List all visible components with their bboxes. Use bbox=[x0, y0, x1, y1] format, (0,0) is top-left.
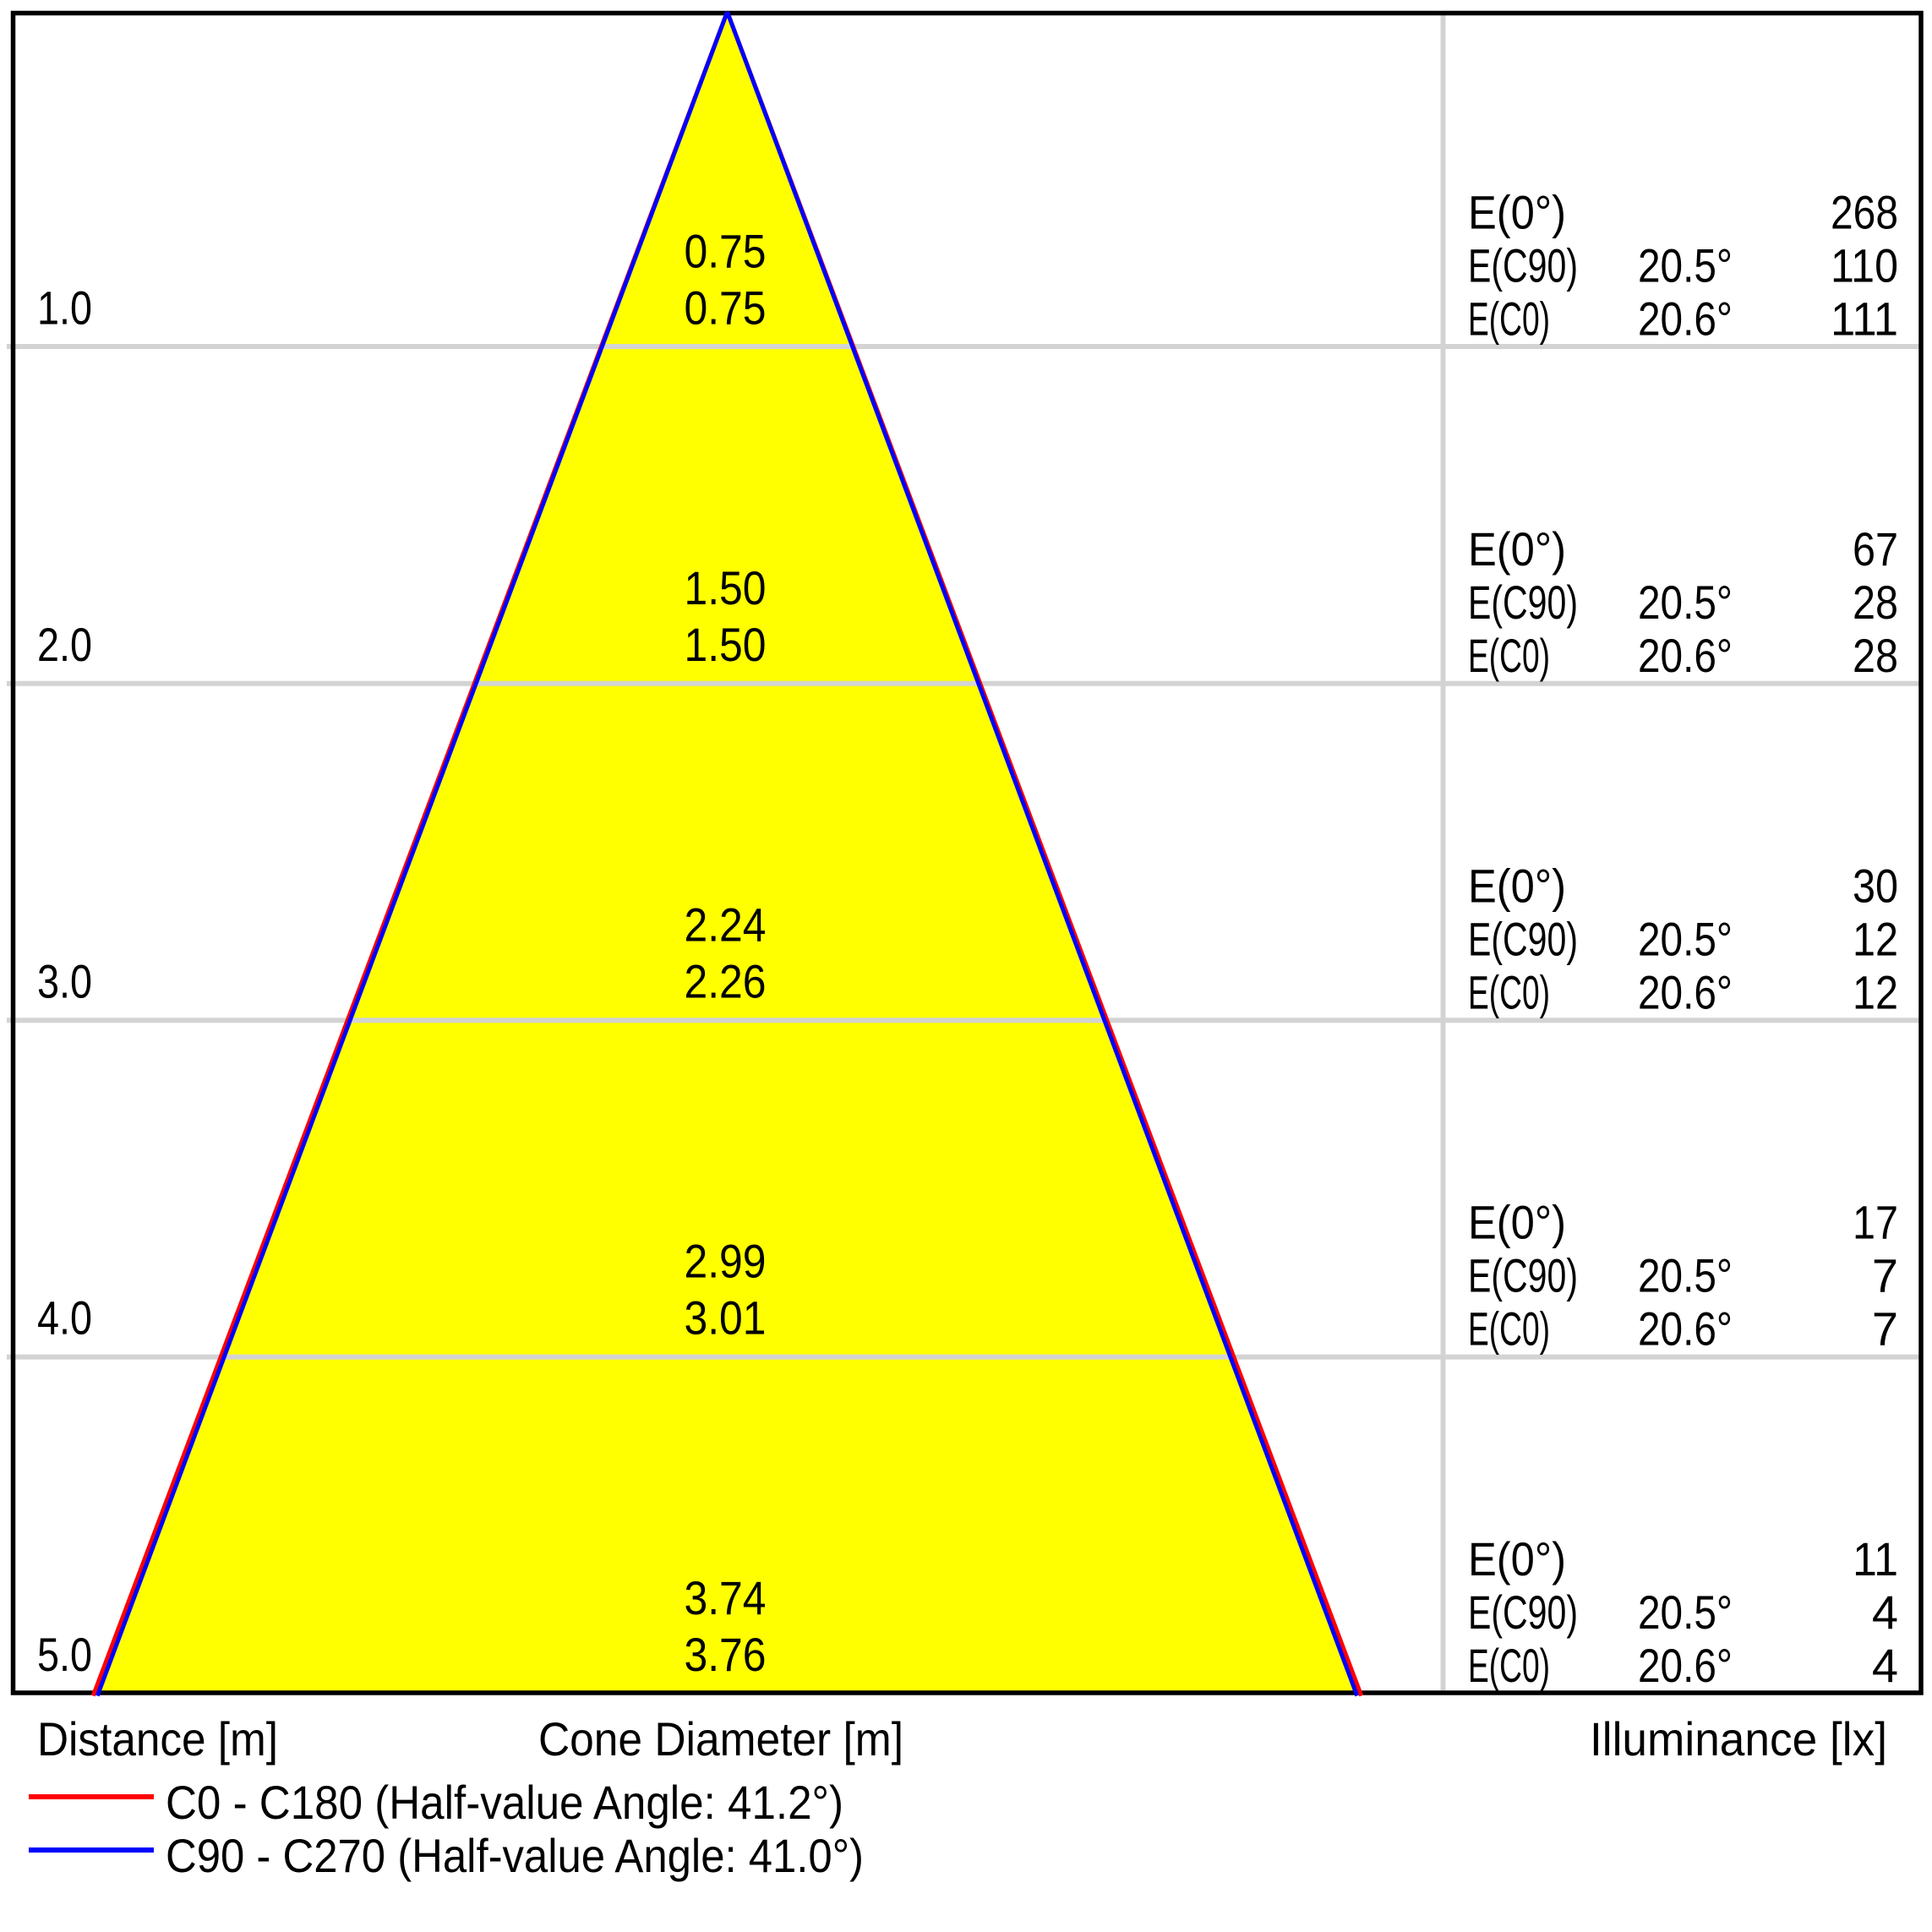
svg-text:E(0°): E(0°) bbox=[1468, 1196, 1566, 1249]
svg-text:20.6°: 20.6° bbox=[1638, 292, 1733, 346]
svg-text:E(0°): E(0°) bbox=[1468, 1532, 1566, 1585]
svg-text:110: 110 bbox=[1831, 239, 1898, 292]
svg-text:E(C90): E(C90) bbox=[1468, 1249, 1578, 1302]
svg-text:2.99: 2.99 bbox=[685, 1235, 767, 1288]
svg-text:Illuminance [lx]: Illuminance [lx] bbox=[1590, 1712, 1887, 1766]
svg-text:3.76: 3.76 bbox=[685, 1628, 767, 1681]
svg-text:1.0: 1.0 bbox=[37, 281, 92, 335]
svg-text:7: 7 bbox=[1872, 1302, 1898, 1356]
svg-text:20.5°: 20.5° bbox=[1638, 1585, 1733, 1639]
svg-text:30: 30 bbox=[1853, 859, 1898, 912]
svg-text:E(C0): E(C0) bbox=[1468, 1302, 1550, 1356]
svg-text:C90 - C270 (Half-value Angle:: C90 - C270 (Half-value Angle: 41.0°) bbox=[166, 1829, 864, 1882]
svg-text:2.0: 2.0 bbox=[37, 618, 92, 671]
svg-text:1.50: 1.50 bbox=[685, 618, 767, 671]
svg-text:3.74: 3.74 bbox=[685, 1571, 767, 1624]
svg-text:20.6°: 20.6° bbox=[1638, 965, 1733, 1018]
svg-text:E(C0): E(C0) bbox=[1468, 965, 1550, 1018]
svg-text:E(C0): E(C0) bbox=[1468, 1639, 1550, 1692]
svg-text:11: 11 bbox=[1853, 1532, 1898, 1585]
svg-text:20.5°: 20.5° bbox=[1638, 912, 1733, 965]
svg-text:4.0: 4.0 bbox=[37, 1291, 92, 1345]
svg-text:E(C90): E(C90) bbox=[1468, 1585, 1578, 1639]
svg-text:2.24: 2.24 bbox=[685, 898, 767, 951]
svg-text:E(0°): E(0°) bbox=[1468, 859, 1566, 912]
svg-text:E(0°): E(0°) bbox=[1468, 186, 1566, 239]
svg-text:E(C0): E(C0) bbox=[1468, 292, 1550, 346]
svg-text:28: 28 bbox=[1853, 629, 1898, 682]
svg-text:20.6°: 20.6° bbox=[1638, 629, 1733, 682]
svg-text:28: 28 bbox=[1853, 576, 1898, 629]
svg-text:E(0°): E(0°) bbox=[1468, 522, 1566, 576]
svg-text:Cone Diameter [m]: Cone Diameter [m] bbox=[538, 1712, 903, 1766]
svg-text:12: 12 bbox=[1853, 965, 1898, 1018]
svg-text:0.75: 0.75 bbox=[685, 225, 767, 278]
svg-text:3.0: 3.0 bbox=[37, 954, 92, 1007]
svg-text:4: 4 bbox=[1872, 1639, 1898, 1692]
svg-text:E(C0): E(C0) bbox=[1468, 629, 1550, 682]
svg-text:E(C90): E(C90) bbox=[1468, 912, 1578, 965]
svg-text:20.6°: 20.6° bbox=[1638, 1639, 1733, 1692]
svg-text:7: 7 bbox=[1872, 1249, 1898, 1302]
svg-text:0.75: 0.75 bbox=[685, 281, 767, 335]
svg-text:12: 12 bbox=[1853, 912, 1898, 965]
svg-text:Distance [m]: Distance [m] bbox=[37, 1712, 278, 1766]
svg-text:67: 67 bbox=[1853, 522, 1898, 576]
svg-text:1.50: 1.50 bbox=[685, 561, 767, 614]
svg-text:20.5°: 20.5° bbox=[1638, 576, 1733, 629]
svg-text:268: 268 bbox=[1831, 186, 1898, 239]
svg-text:E(C90): E(C90) bbox=[1468, 239, 1578, 292]
svg-text:3.01: 3.01 bbox=[685, 1291, 767, 1345]
svg-text:20.5°: 20.5° bbox=[1638, 239, 1733, 292]
svg-text:4: 4 bbox=[1872, 1585, 1898, 1639]
svg-text:20.5°: 20.5° bbox=[1638, 1249, 1733, 1302]
svg-text:2.26: 2.26 bbox=[685, 954, 767, 1007]
svg-text:5.0: 5.0 bbox=[37, 1628, 92, 1681]
svg-text:17: 17 bbox=[1853, 1196, 1898, 1249]
svg-text:C0 - C180 (Half-value Angle: 4: C0 - C180 (Half-value Angle: 41.2°) bbox=[166, 1776, 843, 1829]
svg-text:E(C90): E(C90) bbox=[1468, 576, 1578, 629]
svg-text:20.6°: 20.6° bbox=[1638, 1302, 1733, 1356]
svg-text:111: 111 bbox=[1831, 292, 1898, 346]
